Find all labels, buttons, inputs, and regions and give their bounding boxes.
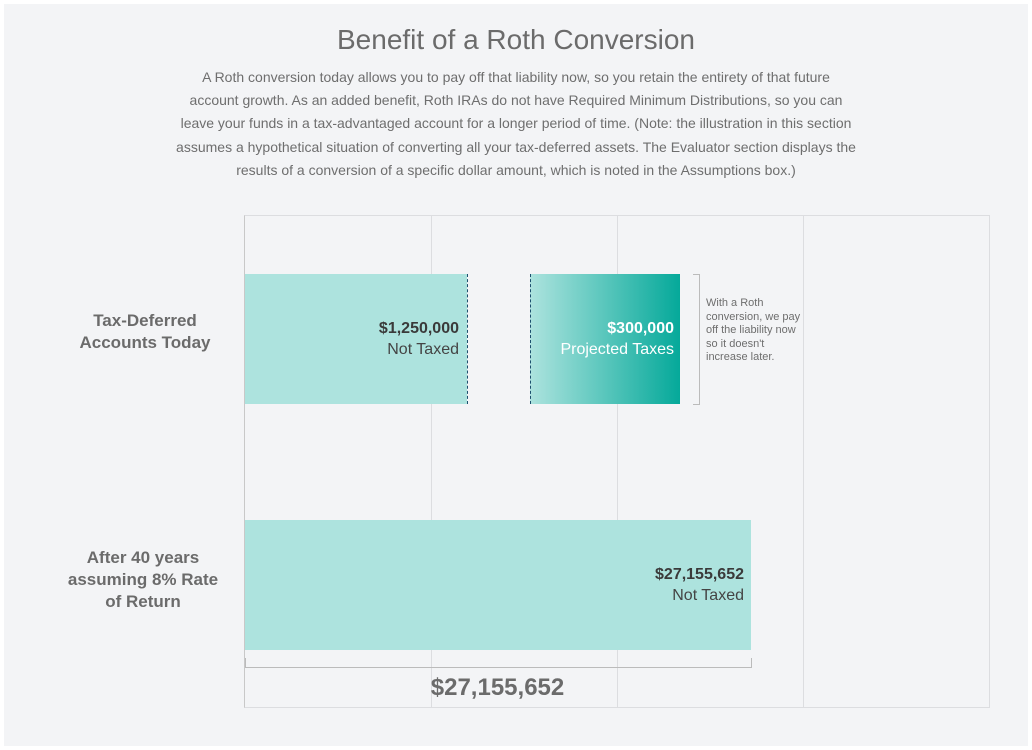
category-label: After 40 years assuming 8% Rate of Retur… xyxy=(67,548,219,611)
total-bracket xyxy=(245,658,752,668)
sub-label: Projected Taxes xyxy=(560,341,674,358)
sub-label: Not Taxed xyxy=(672,587,744,604)
value-label: $1,250,000 xyxy=(378,320,459,337)
bar-projected-taxes xyxy=(530,274,680,404)
bar-after-40-years xyxy=(245,520,751,650)
annotation-bracket xyxy=(693,274,700,405)
gridline xyxy=(431,215,432,708)
dashed-divider xyxy=(530,274,531,404)
dashed-divider xyxy=(467,274,468,404)
description: A Roth conversion today allows you to pa… xyxy=(176,69,856,178)
bar-label: $300,000 Projected Taxes xyxy=(530,318,674,360)
value-label: $300,000 xyxy=(607,320,674,337)
bar-not-taxed-today xyxy=(245,274,467,404)
annotation: With a Roth conversion, we pay off the l… xyxy=(706,297,801,363)
gridline xyxy=(803,215,804,708)
bar-label: $1,250,000 Not Taxed xyxy=(300,318,459,360)
bar-label: $27,155,652 Not Taxed xyxy=(500,564,744,606)
value-label: $27,155,652 xyxy=(655,566,744,583)
gridline xyxy=(617,215,618,708)
total-label: $27,155,652 xyxy=(430,674,565,701)
page-title: Benefit of a Roth Conversion xyxy=(337,24,695,55)
category-label: Tax-Deferred Accounts Today xyxy=(79,311,211,352)
sub-label: Not Taxed xyxy=(387,341,459,358)
